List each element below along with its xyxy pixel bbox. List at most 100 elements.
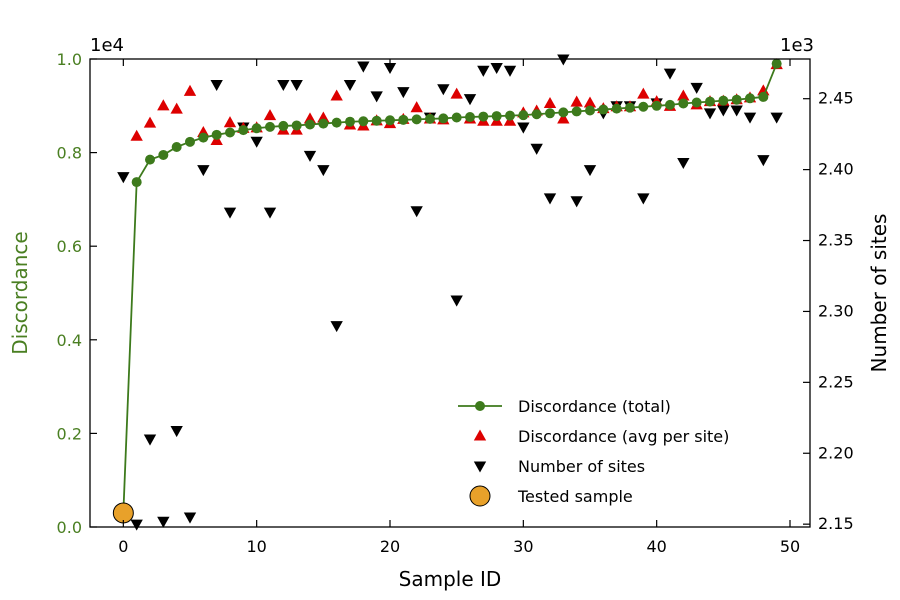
discordance-total-point bbox=[518, 110, 529, 121]
number-of-sites-point bbox=[517, 122, 530, 134]
left-y-tick-label: 0.4 bbox=[57, 331, 82, 350]
number-of-sites-point bbox=[677, 157, 690, 170]
x-tick-label: 10 bbox=[246, 537, 266, 556]
number-of-sites-point bbox=[143, 434, 157, 446]
tested-sample-point bbox=[112, 502, 134, 524]
x-tick-label: 0 bbox=[118, 537, 128, 556]
number-of-sites-point bbox=[117, 172, 130, 184]
discordance-total-point bbox=[425, 113, 435, 124]
left-axis-offset-text: 1e4 bbox=[90, 35, 124, 56]
discordance-total-point bbox=[278, 120, 289, 131]
x-tick-label: 20 bbox=[380, 537, 400, 556]
number-of-sites-point bbox=[170, 426, 183, 438]
discordance-total-point bbox=[385, 115, 395, 126]
discordance-total-point bbox=[305, 119, 315, 130]
discordance-total-point bbox=[585, 105, 595, 116]
number-of-sites-point bbox=[263, 207, 277, 219]
discordance-avg-point bbox=[757, 84, 770, 96]
discordance-avg-point bbox=[170, 102, 183, 114]
number-of-sites-point bbox=[343, 79, 357, 92]
left-y-tick-label: 1.0 bbox=[57, 50, 82, 69]
discordance-total-point bbox=[651, 100, 662, 111]
legend-marker-number-of-sites bbox=[473, 461, 487, 473]
discordance-total-point bbox=[438, 113, 449, 124]
discordance-total-point bbox=[638, 101, 649, 112]
number-of-sites-point bbox=[730, 105, 743, 117]
discordance-total-point bbox=[185, 136, 195, 147]
number-of-sites-point bbox=[357, 61, 370, 73]
discordance-total-point bbox=[598, 104, 609, 115]
discordance-total-point bbox=[625, 102, 635, 113]
right-y-tick-label: 2.30 bbox=[818, 301, 854, 320]
legend-label: Number of sites bbox=[518, 457, 645, 476]
discordance-total-point bbox=[318, 118, 329, 129]
discordance-total-point bbox=[758, 91, 769, 102]
discordance-total-point bbox=[731, 94, 742, 105]
left-y-tick-label: 0.8 bbox=[57, 144, 82, 163]
discordance-avg-point bbox=[450, 87, 463, 99]
number-of-sites-point bbox=[757, 155, 770, 167]
number-of-sites-point bbox=[503, 65, 517, 77]
discordance-total-point bbox=[718, 95, 729, 106]
legend: Discordance (total) Discordance (avg per … bbox=[458, 397, 729, 507]
discordance-avg-point bbox=[157, 99, 170, 111]
discordance-total-point bbox=[545, 108, 555, 119]
discordance-total-point bbox=[611, 103, 622, 114]
number-of-sites-point bbox=[290, 79, 303, 92]
discordance-avg-point bbox=[130, 129, 143, 141]
discordance-total-point bbox=[665, 99, 675, 110]
discordance-total-point bbox=[531, 109, 542, 120]
discordance-total-point bbox=[171, 141, 182, 152]
legend-label: Discordance (avg per site) bbox=[518, 427, 729, 446]
number-of-sites-point bbox=[157, 516, 170, 528]
discordance-avg-point bbox=[677, 89, 690, 101]
discordance-avg-point bbox=[557, 112, 570, 124]
x-tick-label: 30 bbox=[513, 537, 533, 556]
discordance-total-point bbox=[371, 115, 382, 126]
legend-marker-discordance-total bbox=[475, 401, 485, 411]
discordance-total-point bbox=[745, 93, 755, 104]
discordance-avg-point bbox=[583, 96, 597, 108]
legend-label: Discordance (total) bbox=[518, 397, 671, 416]
number-of-sites-point bbox=[743, 112, 757, 124]
discordance-total-point bbox=[491, 111, 502, 122]
right-y-tick-label: 2.25 bbox=[818, 372, 854, 391]
discordance-total-point bbox=[398, 114, 409, 125]
discordance-total-point bbox=[251, 123, 262, 134]
discordance-avg-point bbox=[223, 116, 237, 128]
discordance-avg-point bbox=[263, 109, 277, 121]
discordance-total-point bbox=[558, 107, 569, 118]
number-of-sites-point bbox=[397, 87, 410, 99]
right-y-tick-label: 2.20 bbox=[818, 443, 854, 462]
right-y-tick-label: 2.35 bbox=[818, 231, 854, 250]
number-of-sites-point bbox=[383, 62, 397, 75]
discordance-total-point bbox=[158, 149, 169, 160]
number-of-sites-point bbox=[437, 84, 450, 96]
right-y-axis-title: Number of sites bbox=[867, 214, 891, 373]
discordance-total-point bbox=[145, 154, 155, 165]
discordance-total-point bbox=[198, 132, 209, 143]
number-of-sites-point bbox=[490, 62, 503, 75]
number-of-sites-point bbox=[530, 143, 543, 155]
number-of-sites-point bbox=[770, 112, 783, 124]
number-of-sites-point bbox=[543, 193, 557, 205]
discordance-total-point bbox=[478, 111, 489, 122]
discordance-total-point bbox=[331, 117, 342, 128]
discordance-total-point bbox=[238, 125, 249, 136]
number-of-sites-point bbox=[277, 79, 290, 92]
number-of-sites-point bbox=[223, 207, 237, 219]
number-of-sites-point bbox=[410, 206, 423, 218]
discordance-avg-point bbox=[183, 84, 197, 96]
discordance-avg-point bbox=[410, 101, 423, 113]
discordance-avg-point bbox=[143, 116, 157, 128]
legend-label: Tested sample bbox=[517, 487, 633, 506]
x-axis-title: Sample ID bbox=[399, 567, 502, 591]
axis-ticks: 0 10 20 30 40 50 0.0 0.2 0.4 0.6 0.8 1.0 2.15 2.20 2.2… bbox=[57, 50, 854, 556]
discordance-total-point bbox=[505, 110, 515, 121]
right-y-tick-label: 2.15 bbox=[818, 514, 854, 533]
discordance-total-point bbox=[358, 116, 369, 127]
right-axis-offset-text: 1e3 bbox=[780, 35, 814, 56]
discordance-total-point bbox=[345, 116, 355, 127]
discordance-total-point bbox=[705, 96, 715, 107]
x-tick-label: 50 bbox=[780, 537, 800, 556]
